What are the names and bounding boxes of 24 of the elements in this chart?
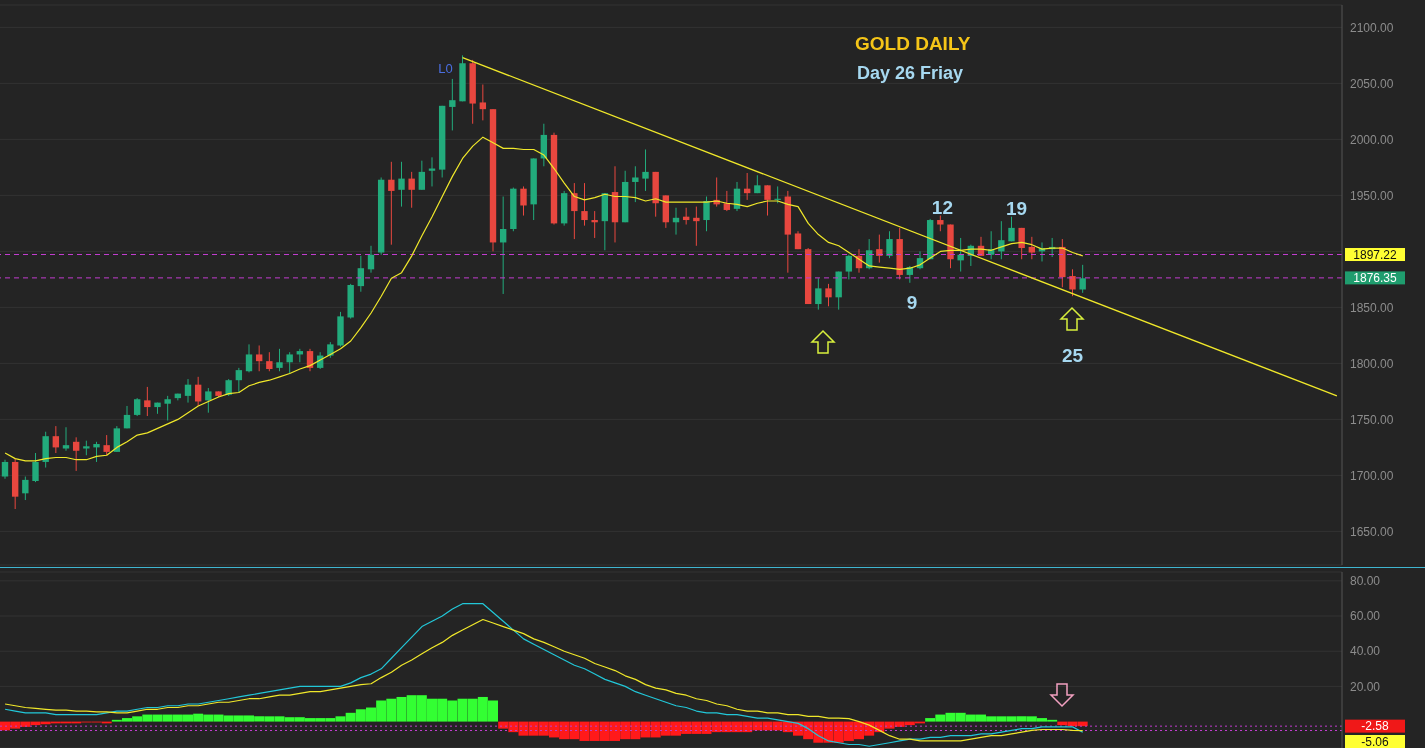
y-tick-label: 2100.00 [1350, 20, 1394, 35]
y-tick-label: 20.00 [1350, 679, 1381, 694]
y-tick-label: 1850.00 [1350, 300, 1394, 315]
y-tick-label: 1700.00 [1350, 468, 1394, 483]
y-tick-label: 40.00 [1350, 644, 1381, 659]
annotation: L0 [438, 60, 453, 76]
y-tick-label: 1650.00 [1350, 524, 1394, 539]
y-tick-label: 60.00 [1350, 609, 1381, 624]
text: GOLD DAILY [855, 33, 971, 54]
ref-line-label: 1897.22 [1353, 247, 1398, 262]
text: Day 26 Friay [857, 63, 964, 83]
y-tick-label: 1800.00 [1350, 356, 1394, 371]
y-tick-label: 80.00 [1350, 574, 1381, 589]
annotation: 19 [1006, 197, 1028, 219]
y-tick-label: 2050.00 [1350, 76, 1394, 91]
ref-line-label: -2.58 [1361, 719, 1389, 734]
annotation: 12 [931, 197, 953, 219]
annotation: 25 [1062, 344, 1084, 366]
y-tick-label: 1950.00 [1350, 188, 1394, 203]
y-tick-label: 1750.00 [1350, 412, 1394, 427]
ref-line-label: -5.06 [1361, 734, 1389, 748]
y-tick-label: 2000.00 [1350, 132, 1394, 147]
ref-line-label: 1876.35 [1353, 270, 1398, 285]
annotation: 9 [906, 292, 918, 314]
